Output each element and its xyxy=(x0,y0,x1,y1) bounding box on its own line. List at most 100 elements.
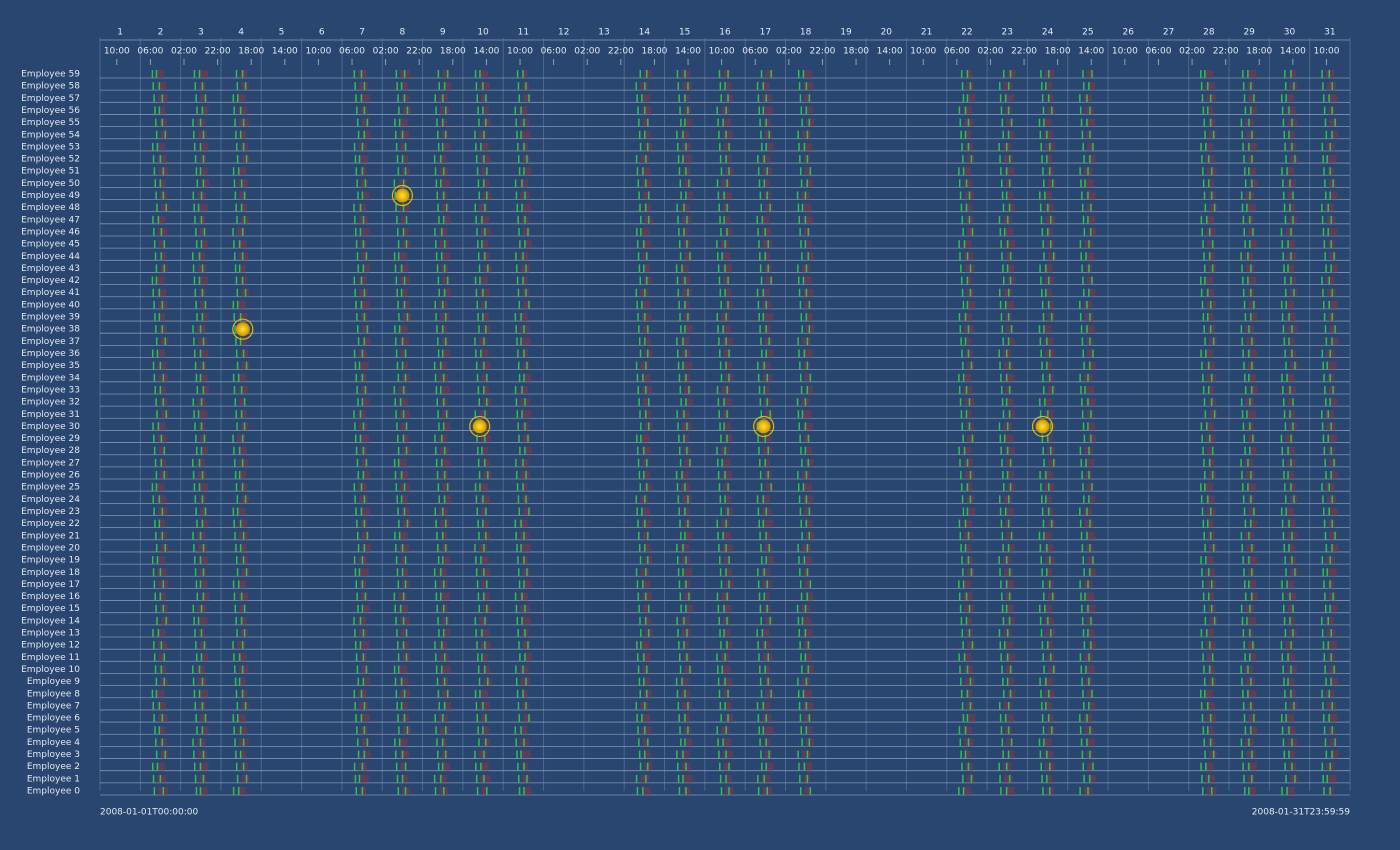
activity-secondary xyxy=(804,507,811,516)
activity-secondary xyxy=(1325,203,1334,212)
activity-secondary xyxy=(1006,677,1015,686)
activity-secondary xyxy=(1207,106,1214,115)
activity-secondary xyxy=(641,373,651,382)
x-tick-label: 02:00 xyxy=(1179,47,1205,57)
employee-label: Employee 3 xyxy=(27,750,80,760)
activity-secondary xyxy=(522,155,530,164)
activity-secondary xyxy=(685,398,694,407)
activity-secondary xyxy=(1248,507,1256,516)
employee-label: Employee 45 xyxy=(21,240,80,250)
activity-secondary xyxy=(641,94,650,103)
highlight-halo xyxy=(1031,415,1054,438)
activity-secondary xyxy=(238,252,249,261)
activity-secondary xyxy=(1249,313,1258,322)
activity-secondary xyxy=(965,616,972,625)
day-label: 27 xyxy=(1163,28,1174,38)
day-label: 18 xyxy=(800,28,812,38)
activity-secondary xyxy=(400,203,410,212)
activity-secondary xyxy=(240,483,248,492)
activity-secondary xyxy=(1286,240,1296,249)
activity-secondary xyxy=(1006,264,1015,273)
activity-secondary xyxy=(680,264,689,273)
activity-secondary xyxy=(1044,750,1054,759)
activity-secondary xyxy=(360,94,370,103)
activity-secondary xyxy=(359,568,369,577)
activity-secondary xyxy=(1245,252,1254,261)
x-tick-label: 06:00 xyxy=(944,47,970,57)
activity-secondary xyxy=(1329,325,1337,334)
activity-secondary xyxy=(1043,738,1052,747)
activity-secondary xyxy=(722,130,733,139)
activity-secondary xyxy=(479,203,488,212)
activity-secondary xyxy=(1247,349,1257,358)
activity-secondary xyxy=(967,641,975,650)
activity-secondary xyxy=(1046,774,1053,783)
activity-secondary xyxy=(362,337,371,346)
activity-secondary xyxy=(442,616,450,625)
activity-secondary xyxy=(238,665,249,674)
activity-secondary xyxy=(399,677,409,686)
employee-label: Employee 23 xyxy=(21,507,80,517)
activity-secondary xyxy=(442,689,450,698)
employee-label: Employee 20 xyxy=(21,543,80,553)
activity-secondary xyxy=(1327,507,1338,516)
employee-label: Employee 1 xyxy=(27,774,80,784)
employee-label: Employee 42 xyxy=(21,276,80,286)
activity-secondary xyxy=(522,568,530,577)
activity-secondary xyxy=(723,689,730,698)
activity-secondary xyxy=(521,750,531,759)
activity-secondary xyxy=(156,422,166,431)
activity-secondary xyxy=(1087,288,1096,297)
activity-secondary xyxy=(1285,507,1295,516)
employee-label: Employee 16 xyxy=(21,592,80,602)
activity-secondary xyxy=(1329,118,1337,127)
activity-secondary xyxy=(1289,556,1297,565)
employee-label: Employee 11 xyxy=(21,653,80,663)
activity-secondary xyxy=(1004,507,1014,516)
activity-secondary xyxy=(967,227,975,236)
activity-secondary xyxy=(1249,519,1258,528)
activity-secondary xyxy=(1086,203,1094,212)
activity-secondary xyxy=(1208,118,1216,127)
activity-secondary xyxy=(1328,179,1336,188)
activity-secondary xyxy=(1248,300,1256,309)
activity-secondary xyxy=(240,616,247,625)
activity-secondary xyxy=(521,276,528,285)
activity-secondary xyxy=(239,191,246,200)
activity-secondary xyxy=(802,689,812,698)
activity-secondary xyxy=(721,179,731,188)
activity-secondary xyxy=(157,361,167,370)
employee-label: Employee 38 xyxy=(21,325,80,335)
activity-secondary xyxy=(680,471,689,480)
activity-secondary xyxy=(721,313,730,322)
activity-secondary xyxy=(804,300,811,309)
activity-secondary xyxy=(1204,276,1213,285)
activity-secondary xyxy=(481,653,489,662)
activity-secondary xyxy=(523,641,531,650)
activity-secondary xyxy=(1084,179,1095,188)
activity-secondary xyxy=(641,167,651,176)
activity-secondary xyxy=(198,410,208,419)
activity-secondary xyxy=(239,337,247,346)
activity-secondary xyxy=(724,629,731,638)
activity-secondary xyxy=(361,458,369,467)
activity-secondary xyxy=(1330,337,1339,346)
activity-secondary xyxy=(240,142,248,151)
activity-secondary xyxy=(438,227,448,236)
activity-secondary xyxy=(481,580,488,589)
x-tick-label: 06:00 xyxy=(339,47,365,57)
activity-secondary xyxy=(1327,94,1338,103)
activity-secondary xyxy=(523,507,531,516)
activity-secondary xyxy=(440,118,447,127)
activity-secondary xyxy=(482,726,489,735)
activity-secondary xyxy=(1288,689,1296,698)
activity-secondary xyxy=(683,787,690,795)
activity-secondary xyxy=(482,385,490,394)
activity-secondary xyxy=(643,130,651,139)
employee-label: Employee 19 xyxy=(21,556,80,566)
activity-secondary xyxy=(1086,689,1094,698)
x-tick-label: 10:00 xyxy=(507,47,533,57)
activity-secondary xyxy=(1005,446,1015,455)
activity-secondary xyxy=(1288,203,1296,212)
activity-secondary xyxy=(1087,556,1095,565)
